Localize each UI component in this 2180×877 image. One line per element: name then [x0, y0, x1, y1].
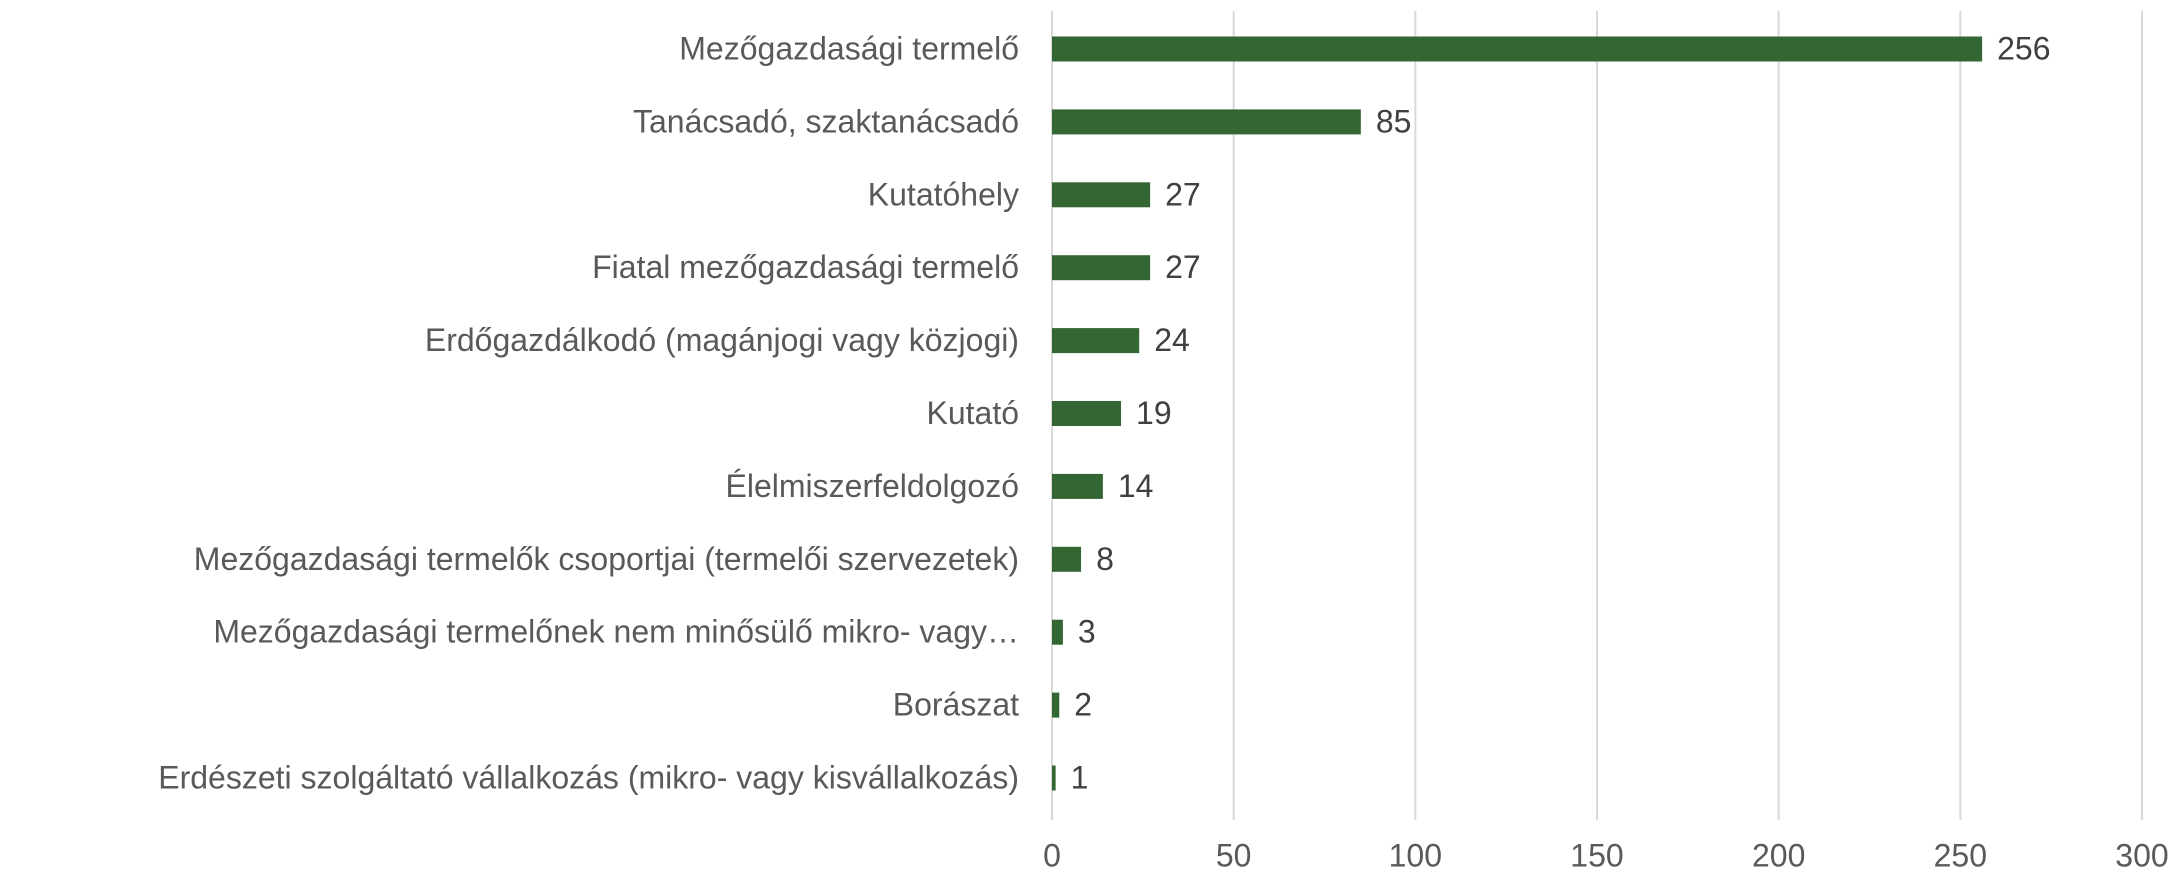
x-tick-label: 50	[1216, 837, 1252, 873]
value-label: 1	[1071, 759, 1089, 795]
y-tick-label: Kutatóhely	[868, 176, 1019, 212]
x-tick-label: 150	[1570, 837, 1623, 873]
bar	[1052, 328, 1140, 354]
y-tick-label: Mezőgazdasági termelőnek nem minősülő mi…	[213, 614, 1019, 650]
y-tick-label: Fiatal mezőgazdasági termelő	[592, 249, 1019, 285]
value-label: 256	[1997, 30, 2050, 66]
y-tick-label: Kutató	[926, 395, 1019, 431]
bar	[1052, 255, 1151, 281]
value-label: 3	[1078, 614, 1096, 650]
value-label: 24	[1154, 322, 1190, 358]
y-tick-label: Mezőgazdasági termelő	[679, 30, 1019, 66]
value-label: 14	[1118, 468, 1154, 504]
bar	[1052, 401, 1122, 426]
value-label: 2	[1074, 687, 1092, 723]
value-label: 85	[1376, 103, 1412, 139]
x-tick-label: 100	[1389, 837, 1442, 873]
bar	[1052, 109, 1361, 135]
bar	[1052, 619, 1063, 645]
y-tick-label: Borászat	[893, 687, 1019, 723]
bar	[1052, 182, 1151, 208]
value-label: 19	[1136, 395, 1172, 431]
value-label: 27	[1165, 249, 1201, 285]
bar	[1052, 546, 1082, 572]
y-tick-label: Erdészeti szolgáltató vállalkozás (mikro…	[158, 759, 1019, 795]
bar	[1052, 473, 1103, 499]
value-label: 27	[1165, 176, 1201, 212]
x-tick-label: 0	[1043, 837, 1061, 873]
x-tick-label: 200	[1752, 837, 1805, 873]
y-tick-label: Mezőgazdasági termelők csoportjai (terme…	[194, 541, 1019, 577]
bar	[1052, 36, 1983, 62]
y-tick-label: Erdőgazdálkodó (magánjogi vagy közjogi)	[425, 322, 1019, 358]
bar	[1052, 692, 1060, 718]
value-label: 8	[1096, 541, 1114, 577]
y-tick-label: Tanácsadó, szaktanácsadó	[633, 103, 1019, 139]
y-tick-label: Élelmiszerfeldolgozó	[726, 468, 1019, 504]
x-tick-label: 250	[1934, 837, 1987, 873]
bar	[1052, 765, 1056, 791]
x-tick-label: 300	[2115, 837, 2168, 873]
